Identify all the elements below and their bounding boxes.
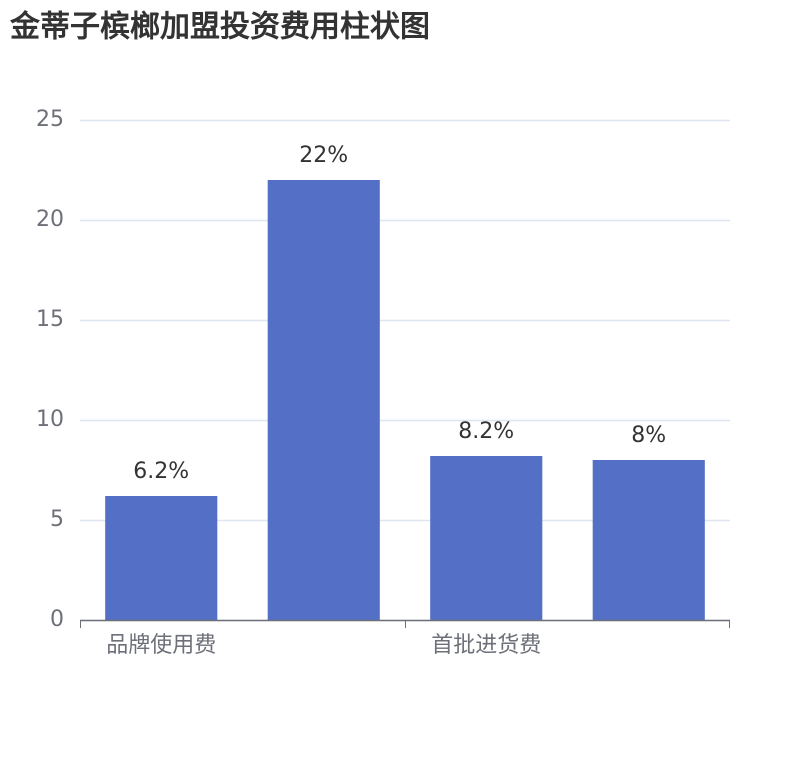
value-label: 8.2% <box>458 419 514 444</box>
y-tick-label: 25 <box>36 107 64 132</box>
y-tick-label: 20 <box>36 207 64 232</box>
chart-title: 金蒂子槟榔加盟投资费用柱状图 <box>9 10 430 45</box>
y-tick-label: 15 <box>36 307 64 332</box>
y-tick-label: 5 <box>50 507 64 532</box>
value-label: 22% <box>299 143 348 168</box>
value-label: 8% <box>631 423 666 448</box>
x-tick-label: 首批进货费 <box>431 633 541 658</box>
x-tick-label: 品牌使用费 <box>106 633 216 658</box>
y-tick-label: 0 <box>50 607 64 632</box>
y-tick-label: 10 <box>36 407 64 432</box>
bar <box>430 456 543 620</box>
bar <box>267 180 380 620</box>
bar <box>105 496 218 620</box>
value-label: 6.2% <box>133 459 189 484</box>
bar <box>592 460 705 620</box>
